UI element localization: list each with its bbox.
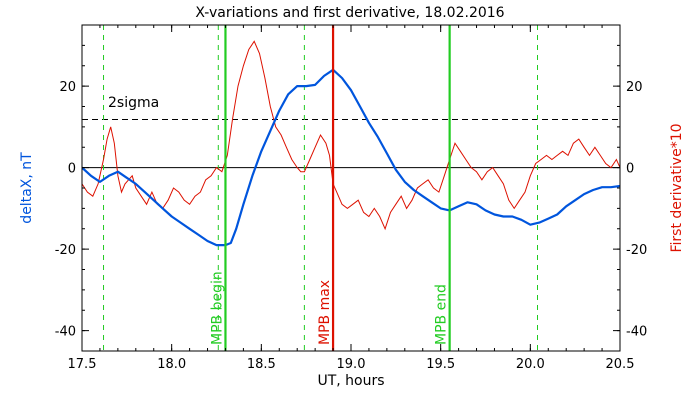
chart-title: X-variations and first derivative, 18.02… (195, 5, 504, 21)
marker-label-mpb-begin: MPB begin (209, 271, 225, 345)
x-tick-label-6: 20.5 (606, 357, 635, 372)
axes: 17.5 18.0 18.5 19.0 19.5 20.0 20.5 -40 -40 -20 -20… (55, 25, 647, 372)
x-tick-label-5: 20.0 (516, 357, 545, 372)
y-tick-label-left-1: -20 (55, 243, 76, 258)
x-tick-label-0: 17.5 (68, 357, 97, 372)
marker-label-mpb-end: MPB end (434, 284, 450, 345)
marker-label-mpb-max: MPB max (317, 280, 333, 345)
derivative-series-line (82, 40, 620, 231)
plot-area (82, 25, 620, 351)
y-tick-label-right-2: 0 (626, 162, 634, 177)
deltax-series-line (82, 68, 620, 247)
y-tick-label-right-1: -20 (626, 243, 647, 258)
threshold-label: 2sigma (108, 95, 159, 111)
y-axis-right-title: First derivative*10 (669, 123, 685, 252)
y-tick-label-left-2: 0 (68, 162, 76, 177)
plot-frame (81, 24, 621, 352)
x-tick-label-4: 19.5 (426, 357, 455, 372)
y-tick-label-right-0: -40 (626, 325, 647, 340)
y-axis-left-title: deltaX, nT (19, 152, 35, 224)
x-tick-label-1: 18.0 (157, 357, 186, 372)
y-tick-label-right-3: 20 (626, 80, 643, 95)
marker-labels: MPB begin MPB max MPB end (209, 271, 449, 345)
x-axis-title: UT, hours (317, 373, 384, 389)
x-tick-label-3: 19.0 (337, 357, 366, 372)
x-tick-label-2: 18.5 (247, 357, 276, 372)
y-tick-label-left-3: 20 (59, 80, 76, 95)
y-tick-label-left-0: -40 (55, 325, 76, 340)
